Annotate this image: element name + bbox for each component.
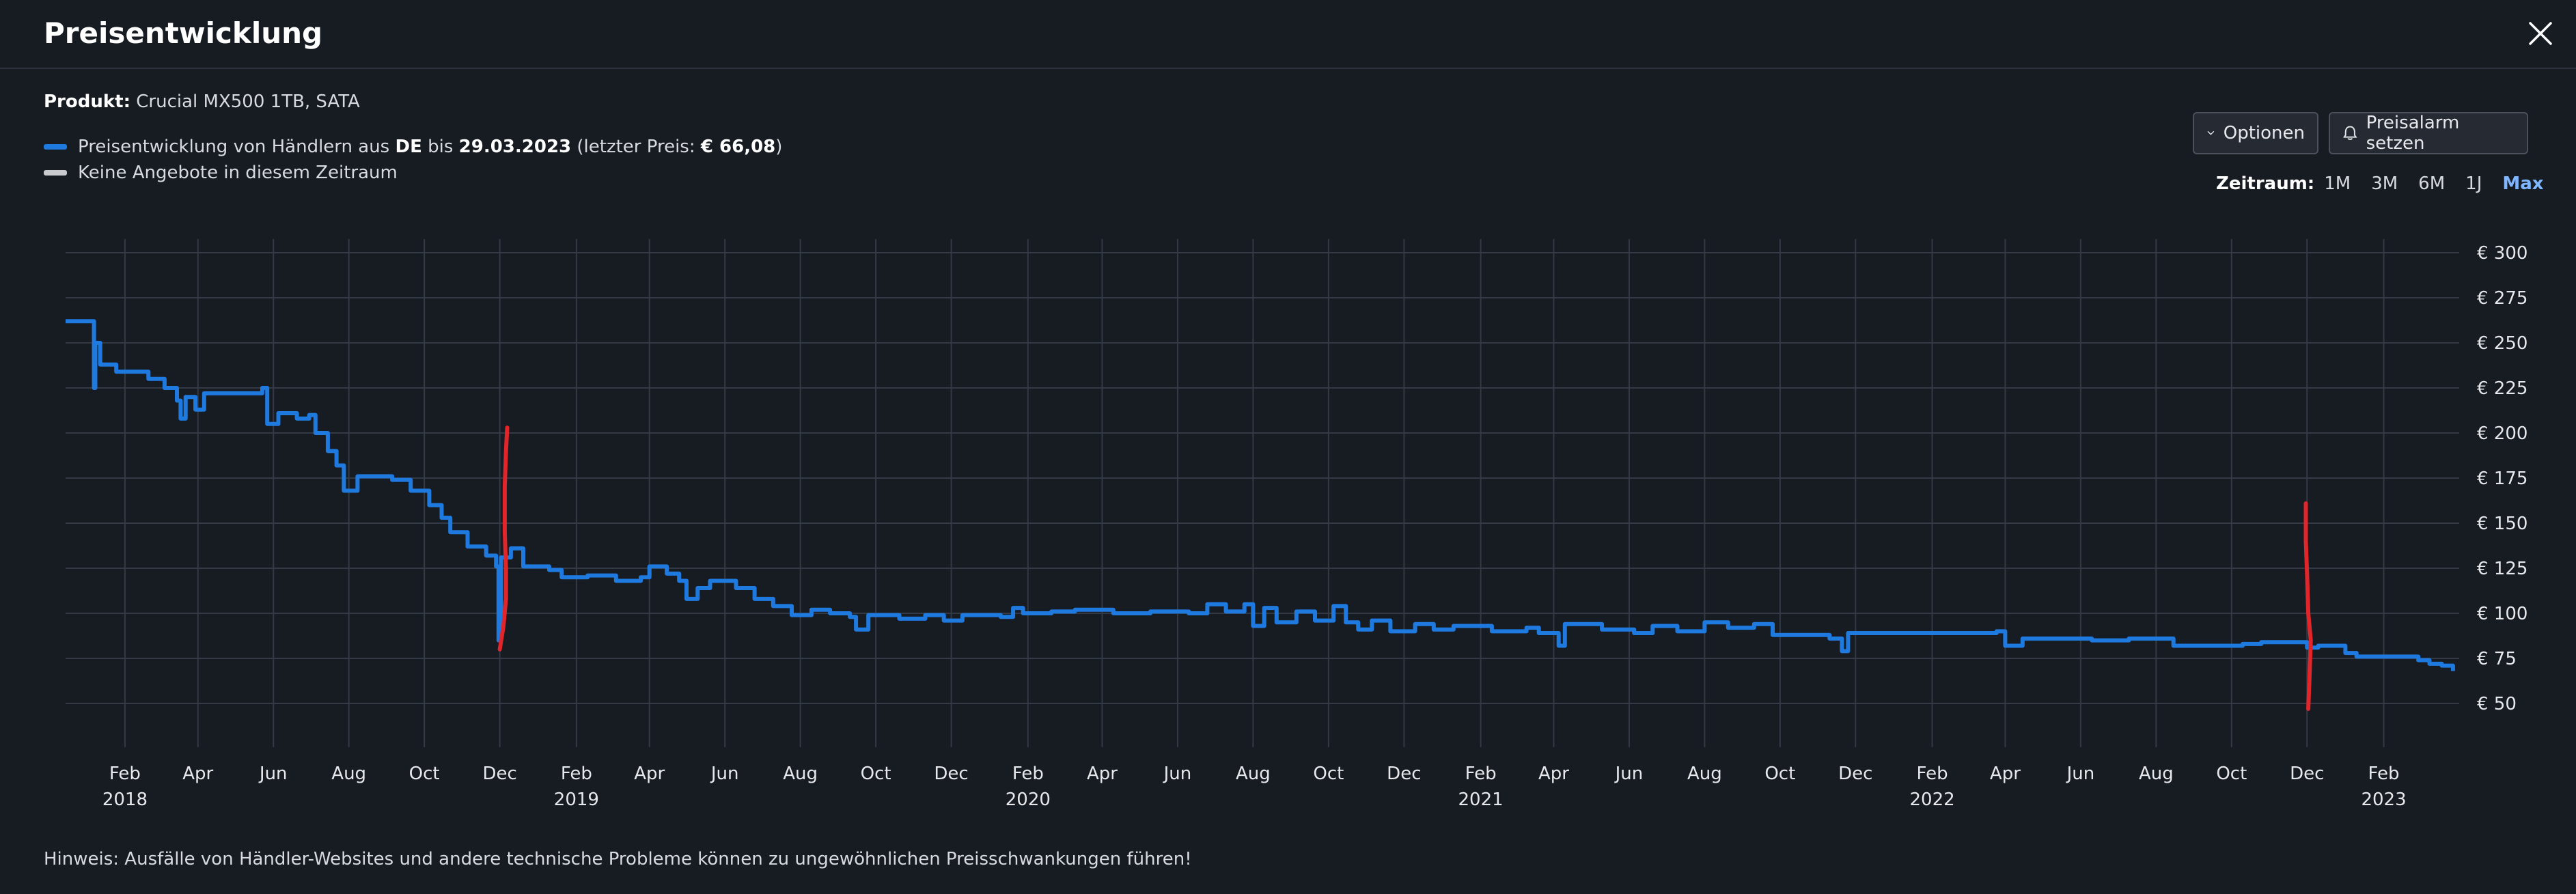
dialog-header: Preisentwicklung bbox=[0, 0, 2576, 69]
legend-suffix1: (letzter Preis: bbox=[571, 137, 701, 157]
x-tick-month: Oct bbox=[1313, 764, 1344, 784]
x-tick-month: Apr bbox=[1087, 764, 1118, 784]
y-tick-label: € 175 bbox=[2477, 469, 2527, 489]
x-tick-month: Dec bbox=[482, 764, 516, 784]
x-tick-year: 2018 bbox=[102, 790, 148, 810]
range-option-1m[interactable]: 1M bbox=[2324, 173, 2351, 194]
y-tick-label: € 225 bbox=[2477, 378, 2527, 399]
price-alarm-button[interactable]: Preisalarm setzen bbox=[2329, 112, 2528, 154]
x-tick-year: 2019 bbox=[554, 790, 599, 810]
x-tick-month: Jun bbox=[710, 764, 739, 784]
x-tick-year: 2023 bbox=[2361, 790, 2406, 810]
legend-swatch-blue bbox=[44, 144, 67, 150]
x-tick-year: 2022 bbox=[1909, 790, 1954, 810]
x-tick-month: Jun bbox=[1614, 764, 1644, 784]
legend-mid: bis bbox=[421, 137, 459, 157]
x-tick-month: Aug bbox=[1687, 764, 1722, 784]
x-tick-month: Feb bbox=[1012, 764, 1044, 784]
legend-item-price: Preisentwicklung von Händlern aus DE bis… bbox=[44, 137, 782, 157]
x-tick-month: Feb bbox=[561, 764, 592, 784]
zeitraum-label: Zeitraum: bbox=[2216, 173, 2315, 194]
legend-prefix: Preisentwicklung von Händlern aus bbox=[78, 137, 396, 157]
y-tick-label: € 300 bbox=[2477, 243, 2527, 264]
x-tick-month: Apr bbox=[634, 764, 665, 784]
x-tick-month: Aug bbox=[783, 764, 818, 784]
close-icon[interactable] bbox=[2526, 19, 2555, 48]
legend-country: DE bbox=[395, 137, 422, 157]
chevron-down-icon bbox=[2207, 130, 2215, 135]
legend-last-price: € 66,08 bbox=[700, 137, 776, 157]
y-tick-label: € 50 bbox=[2477, 694, 2517, 714]
x-tick-month: Dec bbox=[934, 764, 968, 784]
x-tick-month: Feb bbox=[1917, 764, 1948, 784]
price-series-line[interactable] bbox=[66, 319, 2455, 671]
y-tick-label: € 275 bbox=[2477, 288, 2527, 309]
range-option-1j[interactable]: 1J bbox=[2465, 173, 2482, 194]
legend-date: 29.03.2023 bbox=[458, 137, 572, 157]
x-tick-month: Oct bbox=[409, 764, 440, 784]
x-tick-month: Dec bbox=[2290, 764, 2324, 784]
x-tick-month: Oct bbox=[861, 764, 891, 784]
x-tick-month: Aug bbox=[2139, 764, 2174, 784]
x-tick-month: Aug bbox=[331, 764, 366, 784]
x-tick-month: Feb bbox=[1465, 764, 1497, 784]
product-label: Produkt: bbox=[44, 92, 130, 112]
x-tick-month: Feb bbox=[2368, 764, 2400, 784]
legend-suffix2: ) bbox=[775, 137, 783, 157]
legend-text-price: Preisentwicklung von Händlern aus DE bis… bbox=[78, 137, 782, 157]
legend-text-no-offers: Keine Angebote in diesem Zeitraum bbox=[78, 163, 398, 183]
price-alarm-label: Preisalarm setzen bbox=[2366, 113, 2460, 154]
x-tick-month: Oct bbox=[2216, 764, 2247, 784]
y-tick-label: € 100 bbox=[2477, 604, 2527, 624]
x-tick-month: Jun bbox=[258, 764, 288, 784]
y-tick-label: € 75 bbox=[2477, 649, 2517, 669]
range-option-6m[interactable]: 6M bbox=[2418, 173, 2446, 194]
x-tick-year: 2021 bbox=[1458, 790, 1504, 810]
x-tick-month: Feb bbox=[109, 764, 141, 784]
x-tick-month: Aug bbox=[1236, 764, 1271, 784]
x-tick-month: Dec bbox=[1838, 764, 1872, 784]
x-tick-month: Oct bbox=[1764, 764, 1795, 784]
red-freehand-mark bbox=[2303, 501, 2313, 711]
footnote: Hinweis: Ausfälle von Händler-Websites u… bbox=[44, 849, 1192, 869]
x-tick-month: Jun bbox=[1163, 764, 1192, 784]
price-chart[interactable]: € 300 € 275 € 250 € 225 € 200 € 175 € 150 € 125… bbox=[0, 225, 2576, 826]
x-tick-year: 2020 bbox=[1006, 790, 1051, 810]
legend-swatch-gray bbox=[44, 170, 67, 176]
legend-item-no-offers: Keine Angebote in diesem Zeitraum bbox=[44, 163, 398, 183]
x-tick-month: Apr bbox=[1538, 764, 1569, 784]
y-tick-label: € 250 bbox=[2477, 333, 2527, 354]
options-button[interactable]: Optionen bbox=[2193, 112, 2318, 154]
product-line: Produkt: Crucial MX500 1TB, SATA bbox=[44, 92, 360, 112]
red-freehand-mark bbox=[497, 425, 510, 652]
bell-icon bbox=[2343, 126, 2357, 140]
zeitraum-selector: Zeitraum: 1M 3M 6M 1J Max bbox=[2216, 173, 2544, 194]
y-tick-label: € 150 bbox=[2477, 514, 2527, 534]
y-tick-label: € 125 bbox=[2477, 559, 2527, 579]
y-tick-label: € 200 bbox=[2477, 423, 2527, 444]
options-label: Optionen bbox=[2223, 123, 2305, 143]
x-tick-month: Apr bbox=[182, 764, 213, 784]
x-tick-month: Jun bbox=[2066, 764, 2095, 784]
range-option-3m[interactable]: 3M bbox=[2371, 173, 2398, 194]
dialog-title: Preisentwicklung bbox=[44, 16, 323, 50]
x-tick-month: Dec bbox=[1387, 764, 1421, 784]
product-name: Crucial MX500 1TB, SATA bbox=[136, 92, 360, 112]
x-tick-month: Apr bbox=[1990, 764, 2021, 784]
range-option-max[interactable]: Max bbox=[2502, 173, 2544, 194]
